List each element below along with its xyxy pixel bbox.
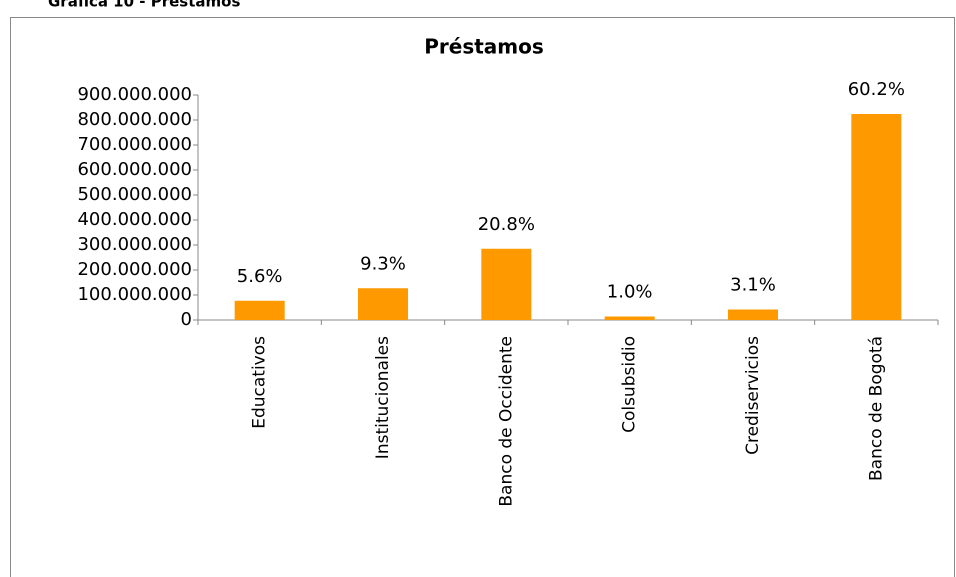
y-tick-label: 100.000.000 [77,284,192,305]
x-tick-label: Colsubsidio [620,336,640,433]
share-label: 5.6% [237,266,283,287]
bar [234,300,285,320]
share-label: 3.1% [730,275,776,296]
share-label: 1.0% [607,282,653,303]
y-tick-label: 300.000.000 [77,234,192,255]
x-tick-label: Institucionales [373,336,393,459]
y-tick-label: 0 [181,309,192,330]
y-tick-label: 400.000.000 [77,209,192,230]
x-tick-label: Crediservicios [743,336,763,455]
chart-title: Préstamos [424,35,544,59]
chart-frame [10,17,955,577]
bar [728,309,778,320]
y-tick-label: 800.000.000 [77,109,192,130]
bar [481,248,532,320]
y-tick-label: 700.000.000 [77,134,192,155]
x-tick-label: Banco de Occidente [496,336,516,507]
bar [604,316,655,320]
bar [851,114,902,320]
share-label: 60.2% [848,79,905,100]
x-tick-label: Banco de Bogotá [866,336,886,481]
x-tick-label: Educativos [250,336,270,429]
share-label: 9.3% [360,253,406,274]
share-label: 20.8% [478,214,535,235]
y-tick-label: 200.000.000 [77,259,192,280]
bar [358,288,408,320]
caption: Gráfica 10 - Préstamos [48,0,240,11]
y-tick-label: 900.000.000 [77,84,192,105]
y-tick-label: 500.000.000 [77,184,192,205]
y-tick-label: 600.000.000 [77,159,192,180]
